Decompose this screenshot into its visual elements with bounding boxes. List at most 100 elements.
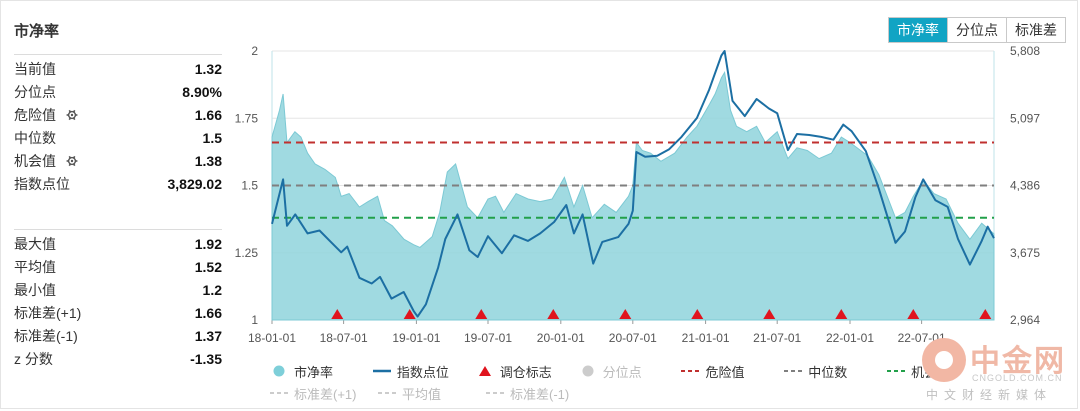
rebalance-marker (835, 309, 848, 319)
cngold-logo-icon (922, 338, 966, 382)
stat-value: 3,829.02 (167, 175, 223, 192)
stat-value: 1.92 (194, 235, 222, 252)
rebalance-marker (331, 309, 344, 319)
legend-dash-icon (887, 370, 906, 372)
x-tick-label: 22-01-01 (826, 331, 874, 345)
stat-value: 1.5 (202, 129, 222, 146)
stat-row: 指数点位 3,829.02 (14, 172, 222, 195)
stat-value: 1.66 (194, 106, 222, 123)
y-right-tick-label: 5,808 (1010, 44, 1040, 58)
legend-row: 标准差(+1) 平均值 标准差(-1) (270, 382, 990, 404)
legend-dash-icon (270, 392, 288, 394)
stat-label-text: 指数点位 (14, 175, 70, 192)
stat-label-text: 机会值 (14, 152, 56, 169)
watermark-slogan: 中文财经新媒体 (926, 388, 1053, 402)
y-left-tick-label: 1.5 (241, 179, 258, 193)
stat-label: 机会值 (14, 151, 78, 171)
x-tick-label: 19-01-01 (392, 331, 440, 345)
legend-dash-icon (378, 392, 396, 394)
legend-item[interactable]: 中位数 (784, 362, 887, 381)
legend-label: 标准差(-1) (510, 386, 570, 402)
stat-label-text: 最大值 (14, 235, 56, 252)
tab-percentile[interactable]: 分位点 (948, 18, 1007, 42)
legend-label: 分位点 (602, 364, 642, 380)
y-right-tick-label: 2,964 (1010, 313, 1040, 327)
panel-title: 市净率 (14, 23, 60, 40)
legend-label: 中位数 (808, 364, 848, 380)
stat-value: 1.52 (194, 258, 222, 275)
legend-item[interactable]: 市净率 (270, 362, 373, 381)
x-tick-label: 18-01-01 (248, 331, 296, 345)
stat-label: 危险值 (14, 105, 78, 125)
stat-label-text: 分位点 (14, 83, 56, 100)
watermark-url: CNGOLD.COM.CN (972, 373, 1063, 383)
legend-item[interactable]: 危险值 (681, 362, 784, 381)
legend-line-icon (372, 369, 391, 373)
legend-dot-icon (273, 365, 285, 377)
legend-item[interactable]: 平均值 (378, 384, 486, 403)
stat-row: 分位点 8.90% (14, 80, 222, 103)
legend-triangle-icon (478, 366, 491, 376)
y-left-tick-label: 1.75 (235, 111, 259, 125)
rebalance-marker (907, 309, 920, 319)
stat-value: 1.66 (194, 304, 222, 321)
stat-label-text: 中位数 (14, 129, 56, 146)
stat-row: 标准差(-1) 1.37 (14, 324, 222, 347)
legend-label: 指数点位 (396, 364, 449, 380)
x-tick-label: 19-07-01 (464, 331, 512, 345)
stat-label-text: 最小值 (14, 281, 56, 298)
x-tick-label: 18-07-01 (320, 331, 368, 345)
stat-value: 1.2 (202, 281, 222, 298)
y-left-tick-label: 1 (251, 313, 258, 327)
y-right-tick-label: 4,386 (1010, 179, 1040, 193)
rebalance-marker (547, 309, 560, 319)
legend-item[interactable]: 标准差(+1) (270, 384, 378, 403)
stat-label-text: 平均值 (14, 258, 56, 275)
stat-label-text: 标准差(-1) (14, 327, 78, 344)
legend-label: 平均值 (402, 386, 442, 402)
watermark-title: 中金网 (970, 344, 1066, 379)
rebalance-marker (619, 309, 632, 319)
stat-row: 中位数 1.5 (14, 126, 222, 149)
stat-row: 最小值 1.2 (14, 278, 222, 301)
legend-row: 市净率指数点位调仓标志分位点危险值中位数机会值 (270, 360, 990, 382)
index-line (271, 50, 995, 318)
legend-dash-icon (784, 370, 803, 372)
stat-row: 危险值 1.66 (14, 103, 222, 126)
stat-row: 平均值 1.52 (14, 255, 222, 278)
x-tick-label: 20-01-01 (537, 331, 585, 345)
legend-item[interactable]: 指数点位 (372, 362, 476, 381)
legend-dash-icon (681, 370, 700, 372)
y-right-tick-label: 5,097 (1010, 111, 1040, 125)
stat-row: 当前值 1.32 (14, 57, 222, 80)
legend-label: 市净率 (294, 364, 334, 380)
stat-label: 分位点 (14, 82, 56, 102)
legend-item[interactable]: 标准差(-1) (486, 384, 594, 403)
stats-summary: 最大值 1.92 平均值 1.52 最小值 1.2 标准差(+1) 1.66 标准差(-1) 1.… (14, 229, 222, 370)
stat-label: 标准差(-1) (14, 326, 78, 346)
gear-icon[interactable] (66, 155, 78, 167)
tab-stddev[interactable]: 标准差 (1007, 18, 1065, 42)
legend-dot-icon (582, 365, 594, 377)
stat-value: 8.90% (182, 83, 222, 100)
cngold-watermark: 中金网 CNGOLD.COM.CN 中文财经新媒体 (922, 330, 1072, 404)
stat-value: -1.35 (190, 350, 222, 367)
stat-value: 1.38 (194, 152, 222, 169)
legend-item[interactable]: 分位点 (579, 362, 682, 381)
x-tick-label: 21-07-01 (753, 331, 801, 345)
tab-pb[interactable]: 市净率 (889, 18, 948, 42)
rebalance-marker (403, 309, 416, 319)
rebalance-marker (763, 309, 776, 319)
stat-label: 最大值 (14, 234, 56, 254)
stat-label: z 分数 (14, 349, 53, 369)
y-left-tick-label: 1.25 (235, 246, 259, 260)
legend-label: 标准差(+1) (294, 386, 357, 402)
stat-label-text: z 分数 (14, 350, 53, 367)
legend-label: 调仓标志 (499, 364, 552, 380)
rebalance-marker (979, 309, 992, 319)
stat-label: 中位数 (14, 128, 56, 148)
gear-icon[interactable] (66, 109, 78, 121)
legend-item[interactable]: 调仓标志 (476, 362, 579, 381)
stat-label: 标准差(+1) (14, 303, 81, 323)
